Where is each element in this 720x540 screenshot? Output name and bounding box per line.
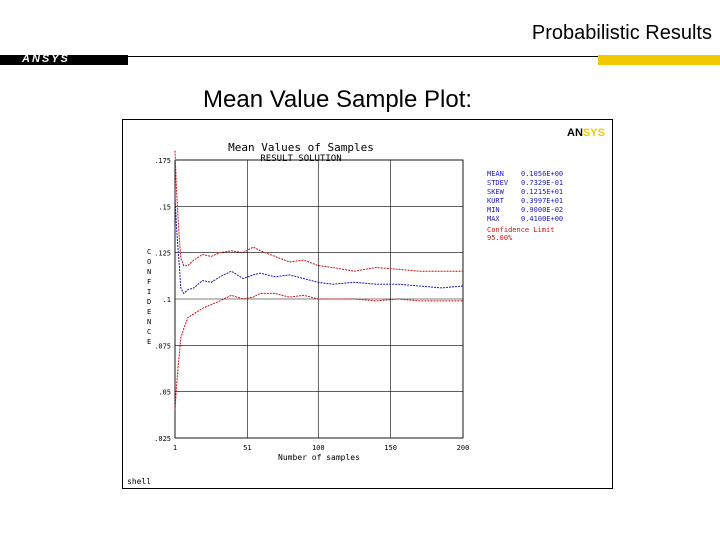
- x-tick-label: 100: [312, 444, 325, 452]
- chart-title: Mean Values of Samples: [228, 141, 374, 154]
- stat-label: MEAN: [487, 170, 504, 178]
- plot-logo-sys-text: SYS: [583, 127, 605, 139]
- stat-value: 0.9000E-02: [521, 206, 563, 214]
- plot-logo-an-text: AN: [567, 127, 583, 139]
- y-tick-label: .05: [158, 389, 171, 397]
- plot-logo-an: ANSYS: [567, 127, 605, 139]
- confidence-level: 95.00%: [487, 234, 513, 242]
- mean-value-chart: .025 .05 .075 .1 .125 .15 .175 1 51 100 150 200 Numb…: [127, 127, 605, 486]
- stat-value: 0.3997E+01: [521, 197, 563, 205]
- stat-value: 0.1215E+01: [521, 188, 563, 196]
- chart-subtitle: RESULT SOLUTION: [260, 154, 341, 164]
- y-tick-label: .175: [154, 157, 171, 165]
- y-tick-label: .125: [154, 250, 171, 258]
- stat-label: MIN: [487, 206, 500, 214]
- x-tick-label: 1: [173, 444, 177, 452]
- stat-label: STDEV: [487, 179, 509, 187]
- plot-area-frame: [174, 159, 464, 439]
- x-tick-label: 51: [243, 444, 251, 452]
- plot-window: .025 .05 .075 .1 .125 .15 .175 1 51 100 150 200 Numb…: [122, 119, 613, 489]
- ansys-logo: ANSYS: [22, 53, 70, 65]
- axis-layer: .025 .05 .075 .1 .125 .15 .175 1 51 100 150 200 Numb…: [147, 157, 469, 462]
- logo-block: ANSYS: [0, 53, 128, 65]
- x-tick-label: 200: [457, 444, 470, 452]
- header-divider: [0, 56, 720, 57]
- stats-panel: MEAN 0.1056E+00 STDEV 0.7329E-01 SKEW 0.1215E…: [487, 170, 563, 223]
- stat-value: 0.4100E+00: [521, 215, 563, 223]
- grid-layer: [174, 159, 464, 439]
- slide-subtitle: Mean Value Sample Plot:: [203, 86, 473, 113]
- x-axis-label: Number of samples: [278, 453, 360, 462]
- accent-block: [598, 55, 720, 65]
- series-line-2: [174, 292, 463, 411]
- confidence-label: Confidence Limit: [487, 226, 554, 234]
- series-layer: [174, 150, 464, 411]
- y-tick-label: .1: [163, 296, 171, 304]
- y-tick-label: .025: [154, 435, 171, 443]
- x-tick-label: 150: [384, 444, 397, 452]
- stat-label: SKEW: [487, 188, 505, 196]
- slide-title: Probabilistic Results: [531, 22, 712, 44]
- header-band: ANSYS: [0, 53, 720, 65]
- y-tick-label: .15: [158, 203, 171, 211]
- stat-value: 0.1056E+00: [521, 170, 563, 178]
- y-tick-label: .075: [154, 342, 171, 350]
- stat-label: KURT: [487, 197, 505, 205]
- stat-value: 0.7329E-01: [521, 179, 563, 187]
- series-line-1: [174, 150, 463, 272]
- footer-label: shell: [127, 477, 151, 486]
- series-line-0: [174, 197, 464, 295]
- stat-label: MAX: [487, 215, 500, 223]
